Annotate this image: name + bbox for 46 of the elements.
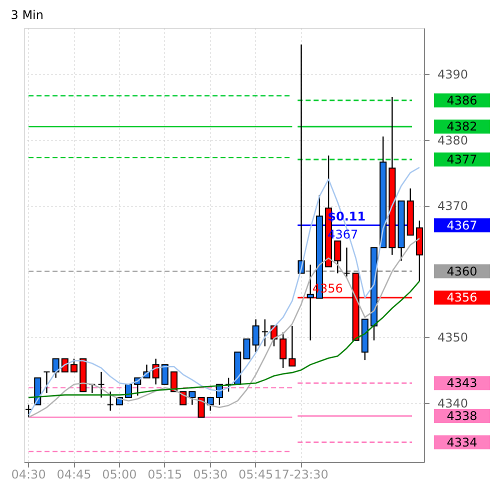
y-tick-label: 4340: [438, 396, 468, 410]
x-tick-label: 05:30: [193, 468, 228, 482]
candlestick: [152, 358, 160, 386]
ref-line-label: 4338: [446, 408, 478, 423]
y-tick-label: 4380: [438, 133, 468, 148]
candlestick: [70, 358, 78, 373]
x-tick-label: 04:30: [11, 468, 46, 482]
chart-title: 3 Min: [10, 8, 44, 22]
ref-line-label: 4386: [446, 93, 478, 108]
y-tick-label: 4350: [438, 330, 468, 345]
ref-line-label: 4334: [446, 435, 478, 450]
candlestick: [25, 404, 32, 418]
candlestick: [334, 240, 342, 274]
y-tick-label: 4370: [438, 199, 468, 214]
candlestick: [280, 332, 287, 369]
candlestick: [261, 318, 268, 347]
candlestick: [52, 358, 60, 378]
y-tick-label: 4390: [438, 68, 468, 82]
x-tick-label: 17-23:30: [274, 468, 328, 482]
ref-line-label: 4377: [446, 152, 478, 167]
candlestick: [206, 396, 214, 412]
candlestick: [106, 391, 114, 412]
x-tick-label: 05:45: [238, 468, 274, 482]
candlestick: [61, 358, 68, 372]
ref-line-label: 4356: [446, 290, 478, 305]
candlestick: [243, 338, 250, 360]
line-series: [28, 280, 420, 398]
x-tick-label: 04:45: [56, 468, 92, 482]
ref-line-label: 4343: [446, 376, 478, 390]
candlestick: [225, 377, 232, 392]
ref-line-label: 4367: [446, 218, 478, 232]
candlestick: [343, 247, 350, 278]
ref-line-label: 4360: [446, 264, 478, 278]
ref-line-label: 4382: [446, 120, 478, 134]
x-tick-label: 05:00: [102, 468, 137, 482]
candlestick: [88, 384, 96, 394]
candlestick: [98, 371, 105, 398]
candlestick: [188, 391, 196, 406]
candlestick: [198, 397, 205, 418]
candlestick: [43, 371, 50, 394]
line-series: [28, 166, 420, 416]
candlestick: [180, 391, 187, 406]
candlestick: [306, 264, 314, 341]
candlestick: [252, 318, 260, 353]
candlestick: [288, 325, 296, 367]
x-tick-label: 05:15: [148, 468, 182, 482]
